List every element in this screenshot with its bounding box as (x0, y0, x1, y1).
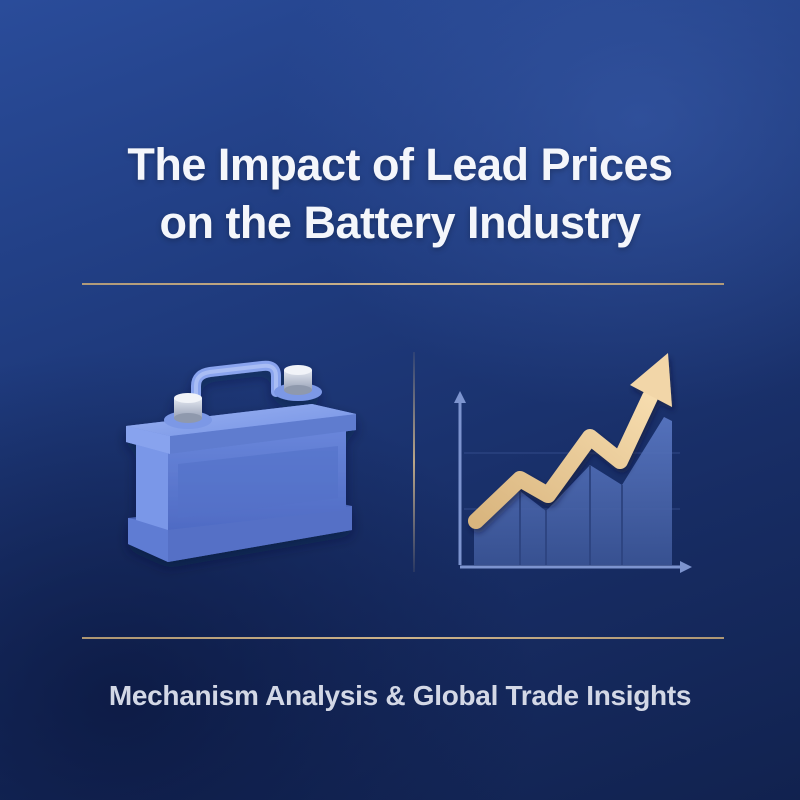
title-line-2: on the Battery Industry (159, 197, 641, 248)
bottom-divider (82, 637, 724, 639)
page-title: The Impact of Lead Prices on the Battery… (40, 136, 760, 252)
top-divider (82, 283, 724, 285)
battery-icon (126, 360, 356, 562)
title-line-1: The Impact of Lead Prices (127, 139, 673, 190)
subtitle: Mechanism Analysis & Global Trade Insigh… (108, 680, 692, 711)
vertical-separator (413, 352, 415, 572)
rising-price-chart-icon (454, 353, 692, 573)
